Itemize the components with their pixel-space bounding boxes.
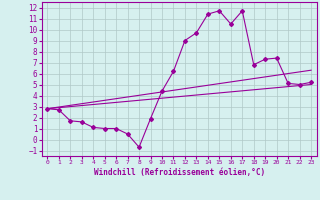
X-axis label: Windchill (Refroidissement éolien,°C): Windchill (Refroidissement éolien,°C) xyxy=(94,168,265,177)
